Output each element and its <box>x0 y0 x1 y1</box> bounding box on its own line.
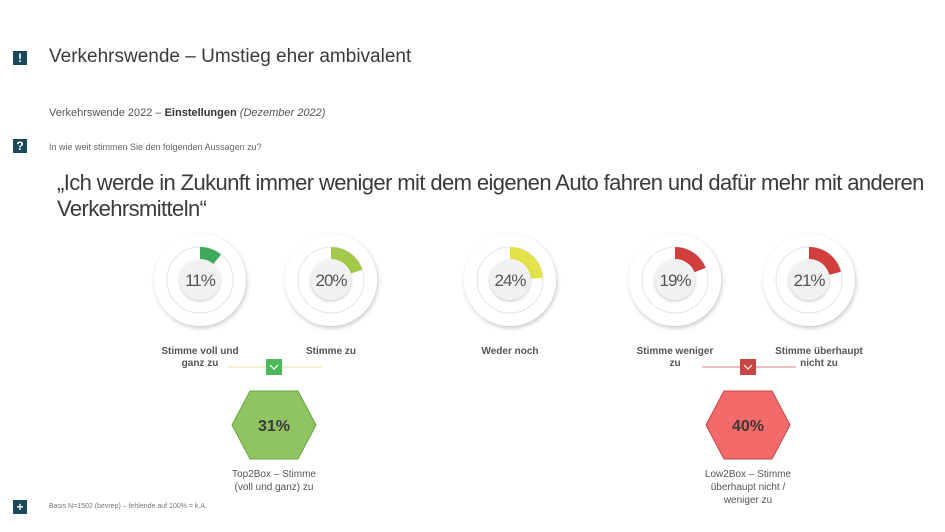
category-label: Stimme überhaupt nicht zu <box>775 346 863 369</box>
hexagon <box>705 390 791 460</box>
chevron-down-icon <box>269 364 279 370</box>
donut-arc <box>675 247 706 273</box>
top2box-label: Top2Box – Stimme (voll und ganz) zu <box>232 469 316 493</box>
group-box <box>266 359 282 375</box>
low2box-connector <box>702 359 796 375</box>
plus-icon[interactable]: + <box>13 500 27 514</box>
donut: 19% <box>629 234 721 326</box>
donut-value-label: 11% <box>185 271 216 290</box>
donut: 11% <box>154 234 246 326</box>
donut-center <box>311 260 351 300</box>
donut: 24% <box>464 234 556 326</box>
footnote: Basis N=1502 (bevrep) – fehlende auf 100… <box>49 503 207 510</box>
statement: „Ich werde in Zukunft immer weniger mit … <box>57 170 924 221</box>
question-icon: ? <box>13 139 27 153</box>
donut-value-label: 19% <box>659 271 691 290</box>
top2box-hexagon: 31% <box>231 390 317 460</box>
donut-value-label: 20% <box>315 271 347 290</box>
donut: 21% <box>763 234 855 326</box>
donut-arc <box>809 247 841 275</box>
hexagon-value-label: 40% <box>732 418 764 435</box>
top2box-connector <box>228 359 322 375</box>
low2box-label: Low2Box – Stimme überhaupt nicht / wenig… <box>704 469 792 506</box>
donut-arc <box>200 247 222 264</box>
subtitle-prefix: Verkehrswende 2022 – <box>49 107 165 119</box>
question-text: In wie weit stimmen Sie den folgenden Au… <box>49 142 262 152</box>
low2box-hexagon: 40% <box>705 390 791 460</box>
category-label: Stimme weniger zu <box>636 346 714 369</box>
hexagon <box>231 390 317 460</box>
donut-center <box>180 260 220 300</box>
donut-center <box>655 260 695 300</box>
category-label: Stimme zu <box>305 346 356 357</box>
subtitle: Verkehrswende 2022 – Einstellungen (Deze… <box>49 107 325 119</box>
category-label: Stimme voll und ganz zu <box>161 346 239 369</box>
donut-center <box>789 260 829 300</box>
exclamation-icon: ! <box>13 51 27 65</box>
donut-center <box>490 260 530 300</box>
subtitle-date: (Dezember 2022) <box>239 107 326 119</box>
donut-value-label: 21% <box>793 271 825 290</box>
subtitle-bold: Einstellungen <box>164 107 237 119</box>
chevron-down-icon <box>743 364 753 370</box>
donut-arc <box>331 247 363 274</box>
donut: 20% <box>285 234 377 326</box>
group-box <box>740 359 756 375</box>
donut-value-label: 24% <box>494 271 526 290</box>
category-label: Weder noch <box>481 346 539 357</box>
page-title: Verkehrswende – Umstieg eher ambivalent <box>49 46 412 67</box>
hexagon-value-label: 31% <box>258 418 290 435</box>
donut-arc <box>510 247 543 279</box>
